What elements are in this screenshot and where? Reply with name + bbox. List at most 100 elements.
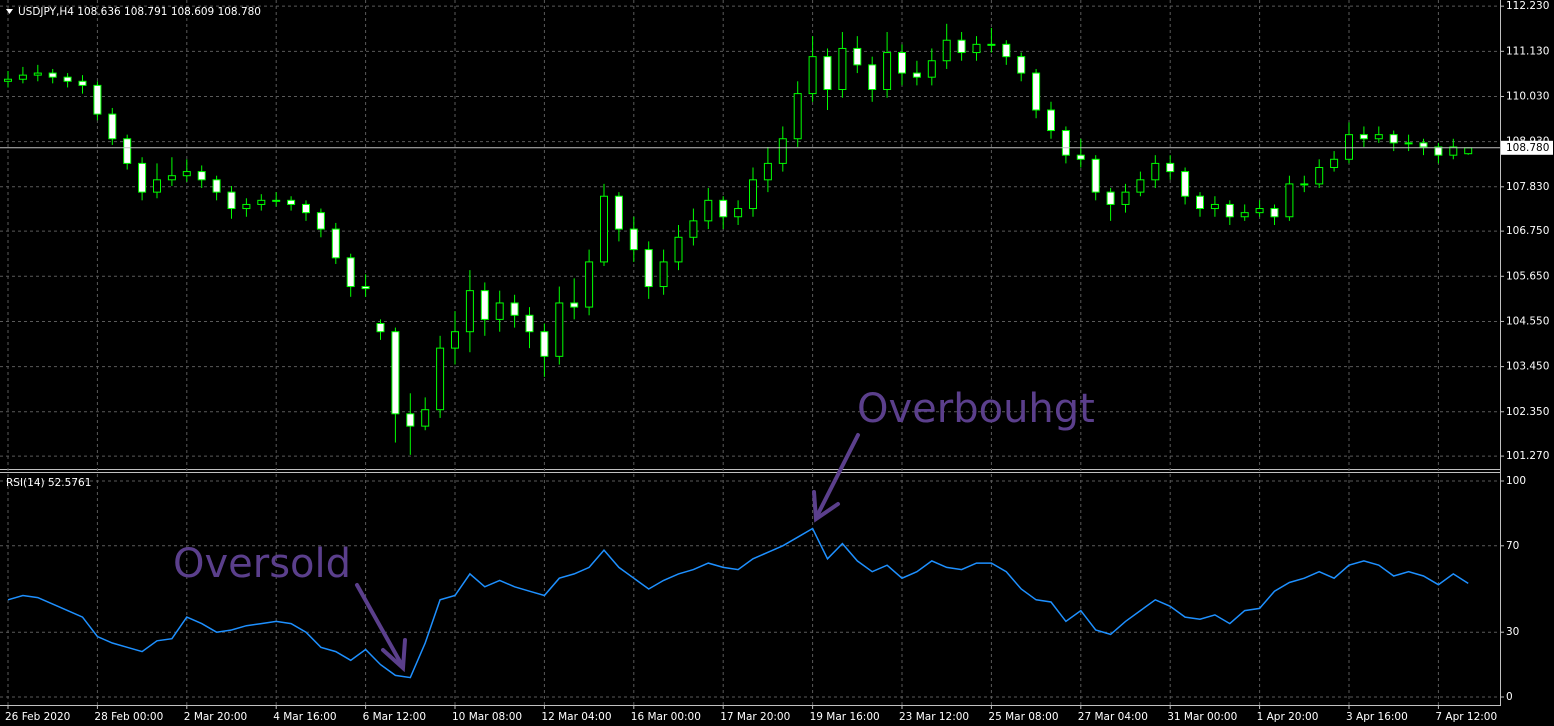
x-tick-label: 2 Mar 20:00 — [184, 711, 247, 723]
candle-body — [1434, 146, 1443, 156]
candle-body — [495, 302, 504, 320]
candle-body — [1196, 195, 1204, 210]
candle-body — [763, 162, 772, 181]
candle-body — [883, 52, 892, 90]
x-tick-label: 6 Mar 12:00 — [363, 711, 426, 723]
candle-body — [555, 302, 564, 357]
candle-body — [287, 199, 296, 205]
candle-body — [302, 203, 310, 214]
x-tick-label: 16 Mar 00:00 — [631, 711, 701, 723]
candle-body — [838, 47, 847, 90]
candle-body — [1404, 142, 1413, 145]
candle-body — [376, 322, 385, 333]
candle-body — [644, 249, 653, 288]
x-tick-label: 28 Feb 00:00 — [94, 711, 163, 723]
candle-body — [1285, 183, 1294, 218]
collapse-icon[interactable] — [6, 9, 13, 14]
candle-body — [1345, 134, 1353, 160]
y-tick-label: 110.030 — [1506, 90, 1549, 102]
candle-body — [957, 39, 966, 54]
candle-body — [78, 80, 87, 86]
candle-body — [212, 179, 221, 193]
candle-body — [4, 78, 12, 82]
candle-body — [600, 195, 608, 263]
candle-body — [361, 286, 370, 290]
candle-body — [391, 331, 400, 415]
candle-body — [704, 199, 713, 222]
candle-body — [346, 257, 355, 288]
candle-body — [868, 64, 877, 90]
candle-body — [1270, 208, 1279, 218]
candle-body — [898, 52, 906, 74]
indicator-title: RSI(14) 52.5761 — [6, 477, 91, 489]
y-tick-label: 112.230 — [1506, 0, 1549, 12]
candle-body — [1032, 72, 1041, 111]
x-tick-label: 1 Apr 20:00 — [1257, 711, 1319, 723]
x-tick-label: 27 Mar 04:00 — [1078, 711, 1148, 723]
candle-body — [734, 208, 743, 218]
candle-body — [406, 413, 415, 427]
candle-body — [108, 113, 117, 140]
candle-body — [1151, 162, 1160, 181]
candle-body — [927, 60, 936, 78]
candle-body — [227, 191, 236, 210]
annotation: Oversold — [173, 541, 351, 587]
y-tick-label: 102.350 — [1506, 406, 1549, 418]
candle-body — [316, 212, 325, 230]
candle-body — [540, 331, 549, 357]
arrow — [814, 433, 860, 520]
candle-body — [272, 199, 281, 202]
candle-body — [987, 43, 996, 46]
candle-body — [570, 302, 579, 308]
x-tick-label: 23 Mar 12:00 — [899, 711, 969, 723]
candle-body — [629, 228, 638, 251]
x-tick-label: 17 Mar 20:00 — [720, 711, 790, 723]
candle-body — [167, 175, 176, 181]
arrows — [355, 433, 860, 673]
candle-body — [1225, 203, 1234, 218]
candle-body — [1374, 134, 1383, 140]
candle-body — [659, 261, 668, 288]
labels: 112.230111.130110.030108.930107.830106.7… — [5, 0, 1553, 723]
candle-body — [614, 195, 623, 230]
candle-body — [48, 72, 57, 78]
candle-body — [242, 203, 251, 210]
last-price-box — [1501, 140, 1553, 155]
candle-body — [585, 261, 594, 308]
x-tick-label: 7 Apr 12:00 — [1435, 711, 1497, 723]
candle-body — [1300, 183, 1309, 186]
candle-body — [1002, 43, 1011, 58]
candle-body — [1210, 203, 1219, 210]
candle-body — [1121, 191, 1130, 205]
arrow-head — [812, 490, 840, 523]
chart-title: USDJPY,H4 108.636 108.791 108.609 108.78… — [18, 6, 261, 18]
candle-body — [1047, 109, 1055, 132]
y-tick-label: 101.270 — [1506, 450, 1549, 462]
candle-body — [1106, 191, 1115, 205]
y-tick-label: 70 — [1506, 540, 1519, 552]
candle-body — [972, 43, 981, 54]
candle-body — [18, 74, 27, 80]
y-tick-label: 107.830 — [1506, 181, 1549, 193]
candle-body — [719, 199, 728, 218]
annotation: Overbouhgt — [857, 386, 1095, 432]
candle-body — [674, 236, 683, 263]
arrow — [355, 583, 405, 669]
candle-body — [808, 56, 817, 95]
candle-body — [1389, 134, 1398, 144]
candle-body — [912, 72, 921, 78]
candle-body — [197, 171, 206, 181]
candle-body — [138, 162, 147, 193]
candle-body — [465, 290, 474, 333]
x-tick-label: 25 Mar 08:00 — [988, 711, 1058, 723]
candle-body — [182, 171, 191, 177]
arrow-head — [381, 638, 407, 673]
rsi-line — [7, 527, 1469, 679]
candle-body — [1240, 212, 1249, 218]
x-tick-label: 4 Mar 16:00 — [273, 711, 336, 723]
candle-body — [1464, 147, 1473, 155]
candle-body — [1076, 154, 1085, 160]
candle-body — [257, 199, 266, 205]
